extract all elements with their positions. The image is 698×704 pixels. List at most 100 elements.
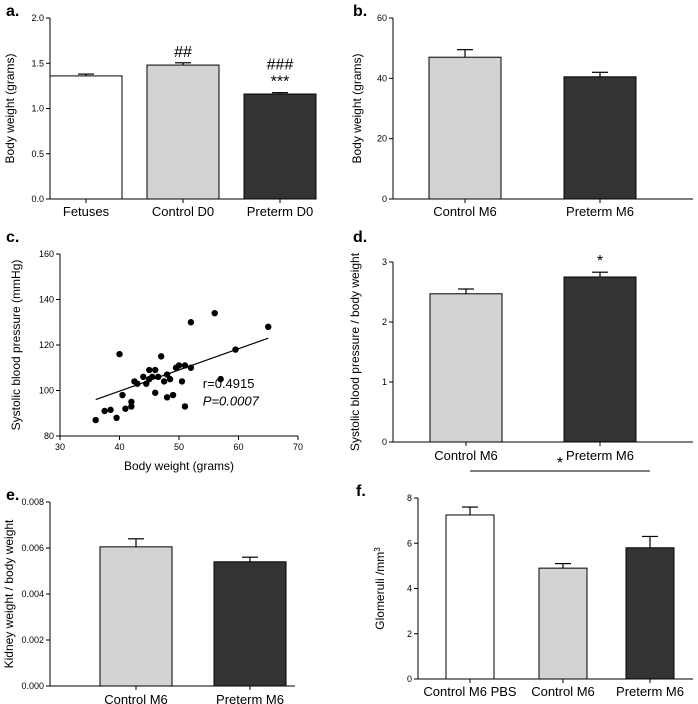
- panel-d-category-label: Preterm M6: [566, 448, 634, 463]
- panel-f-y-tick-label: 8: [407, 493, 412, 503]
- panel-d-chart: d. 0 1 2 3 Control M6 Preterm M6 * Systolic bloo…: [348, 229, 693, 463]
- panel-c-data-point: [163, 371, 171, 378]
- panel-a-category-label: Control D0: [152, 204, 214, 219]
- panel-d-letter: d.: [353, 229, 367, 246]
- panel-f-category-label: Preterm M6: [616, 684, 684, 699]
- panel-f-bar-group: Control M6: [531, 563, 595, 699]
- panel-a-letter: a.: [6, 3, 19, 20]
- panel-b-bar-group: Control M6: [428, 49, 502, 219]
- panel-a-y-tick-label: 2.0: [31, 13, 44, 23]
- panel-c-y-tick-label: 80: [44, 431, 54, 441]
- panel-b-letter: b.: [353, 3, 367, 20]
- panel-f-bar: [445, 514, 495, 680]
- panel-d-y-tick-label: 1: [382, 377, 387, 387]
- panel-a-y-tick-label: 1.0: [31, 104, 44, 114]
- panel-c-data-point: [113, 414, 120, 421]
- panel-c-data-point: [217, 375, 224, 383]
- panel-b-bar-group: Preterm M6: [563, 71, 637, 219]
- panel-d-bar: [429, 293, 503, 443]
- panel-c-data-point: [152, 389, 159, 396]
- panel-c-p-value-label: P=0.0007: [203, 393, 260, 408]
- panel-d-significance-mark: *: [597, 253, 603, 270]
- panel-c-x-tick-label: 50: [174, 442, 184, 452]
- panel-f-chart: f. 0 2 4 6 8 Control M6 PBS Control M6 Preterm M…: [356, 455, 693, 699]
- panel-c-data-point: [181, 362, 189, 369]
- panel-f-y-axis-label-superscript: 3: [373, 547, 382, 552]
- panel-e-chart: e. 0.000 0.002 0.004 0.006 0.008 Control M6 Pre…: [2, 487, 295, 704]
- panel-e-category-label: Control M6: [104, 692, 168, 704]
- panel-f-bar-group: Preterm M6: [616, 535, 684, 699]
- panel-c-data-point: [181, 403, 189, 410]
- panel-e-bar-group: Control M6: [99, 538, 173, 704]
- panel-c-data-point: [149, 373, 156, 381]
- panel-a-significance-mark: ##: [174, 44, 192, 61]
- panel-a-significance-mark: ###: [267, 57, 294, 74]
- panel-a-bar-group: Control D0 ##: [146, 44, 220, 219]
- panel-e-y-tick-label: 0.004: [21, 589, 44, 599]
- panel-c-data-point: [154, 373, 162, 381]
- panel-c-data-point: [178, 378, 186, 385]
- panel-c-data-point: [265, 323, 272, 330]
- panel-a-y-axis-label: Body weight (grams): [3, 53, 17, 163]
- panel-b-category-label: Control M6: [433, 204, 497, 219]
- panel-a-bar-group: Fetuses: [49, 73, 123, 219]
- panel-b-y-tick-label: 20: [377, 134, 387, 144]
- panel-a-bar: [243, 93, 317, 200]
- panel-c-data-point: [128, 403, 135, 410]
- panel-f-bar: [625, 547, 675, 680]
- panel-c-x-tick-label: 30: [55, 442, 65, 452]
- panel-e-y-tick-label: 0.002: [21, 635, 44, 645]
- panel-c-data-point: [116, 350, 123, 358]
- panel-c-data-point: [92, 416, 99, 424]
- panel-f-bar-group: Control M6 PBS: [423, 506, 517, 699]
- panel-f-y-tick-label: 4: [407, 584, 412, 594]
- panel-c-data-point: [163, 394, 171, 401]
- panel-f-category-label: Control M6: [531, 684, 595, 699]
- panel-c-data-point: [169, 391, 177, 399]
- panel-f-y-tick-label: 6: [407, 538, 412, 548]
- panel-c-data-point: [211, 309, 218, 317]
- panel-c-data-point: [119, 391, 126, 399]
- panel-e-bar-group: Preterm M6: [213, 556, 287, 704]
- panel-e-y-tick-label: 0.000: [21, 681, 44, 691]
- panel-e-category-label: Preterm M6: [216, 692, 284, 704]
- panel-a-y-tick-label: 0.5: [31, 149, 44, 159]
- panel-a-chart: a. 0.0 0.5 1.0 1.5 2.0 Fetuses Control D0 ## Pret…: [3, 3, 317, 219]
- panel-c-x-tick-label: 40: [114, 442, 124, 452]
- panel-c-data-point: [134, 380, 141, 387]
- panel-e-bar: [213, 561, 287, 687]
- panel-c-chart: c. 80 100 120 140 160 30 40 50 60 70 r=0.4915 P=0.00…: [6, 229, 303, 473]
- panel-c-y-tick-label: 160: [39, 249, 54, 259]
- panel-b-y-tick-label: 0: [382, 194, 387, 204]
- panel-c-data-point: [128, 398, 135, 406]
- panel-f-y-tick-label: 0: [407, 674, 412, 684]
- panel-f-y-tick-label: 2: [407, 629, 412, 639]
- panel-c-data-point: [146, 366, 153, 374]
- panel-d-bar: [563, 276, 637, 443]
- panel-c-data-point: [232, 346, 239, 353]
- panel-f-category-label: Control M6 PBS: [423, 684, 517, 699]
- panel-e-bar: [99, 546, 173, 687]
- panel-b-y-tick-label: 60: [377, 13, 387, 23]
- panel-c-y-axis-label: Systolic blood pressure (mmHg): [9, 260, 23, 431]
- panel-a-category-label: Fetuses: [63, 204, 110, 219]
- panel-c-data-point: [152, 366, 159, 374]
- panel-c-data-point: [187, 319, 195, 326]
- panel-c-data-point: [187, 364, 195, 371]
- panel-c-data-point: [143, 380, 150, 387]
- panel-c-data-point: [157, 353, 165, 360]
- panel-e-y-tick-label: 0.008: [21, 497, 44, 507]
- panel-c-y-tick-label: 140: [39, 295, 54, 305]
- panel-b-chart: b. 0 20 40 60 Control M6 Preterm M6 Body weight…: [350, 3, 693, 219]
- panel-c-data-point: [140, 373, 147, 381]
- panel-c-letter: c.: [6, 229, 19, 246]
- panel-b-y-tick-label: 40: [377, 73, 387, 83]
- panel-a-y-tick-label: 1.5: [31, 58, 44, 68]
- panel-d-y-axis-label: Systolic blood pressure / body weight: [348, 252, 362, 451]
- panel-e-y-tick-label: 0.006: [21, 543, 44, 553]
- panel-c-y-tick-label: 100: [39, 386, 54, 396]
- panel-c-data-point: [122, 405, 129, 412]
- panel-c-x-tick-label: 60: [233, 442, 243, 452]
- panel-e-letter: e.: [6, 487, 19, 504]
